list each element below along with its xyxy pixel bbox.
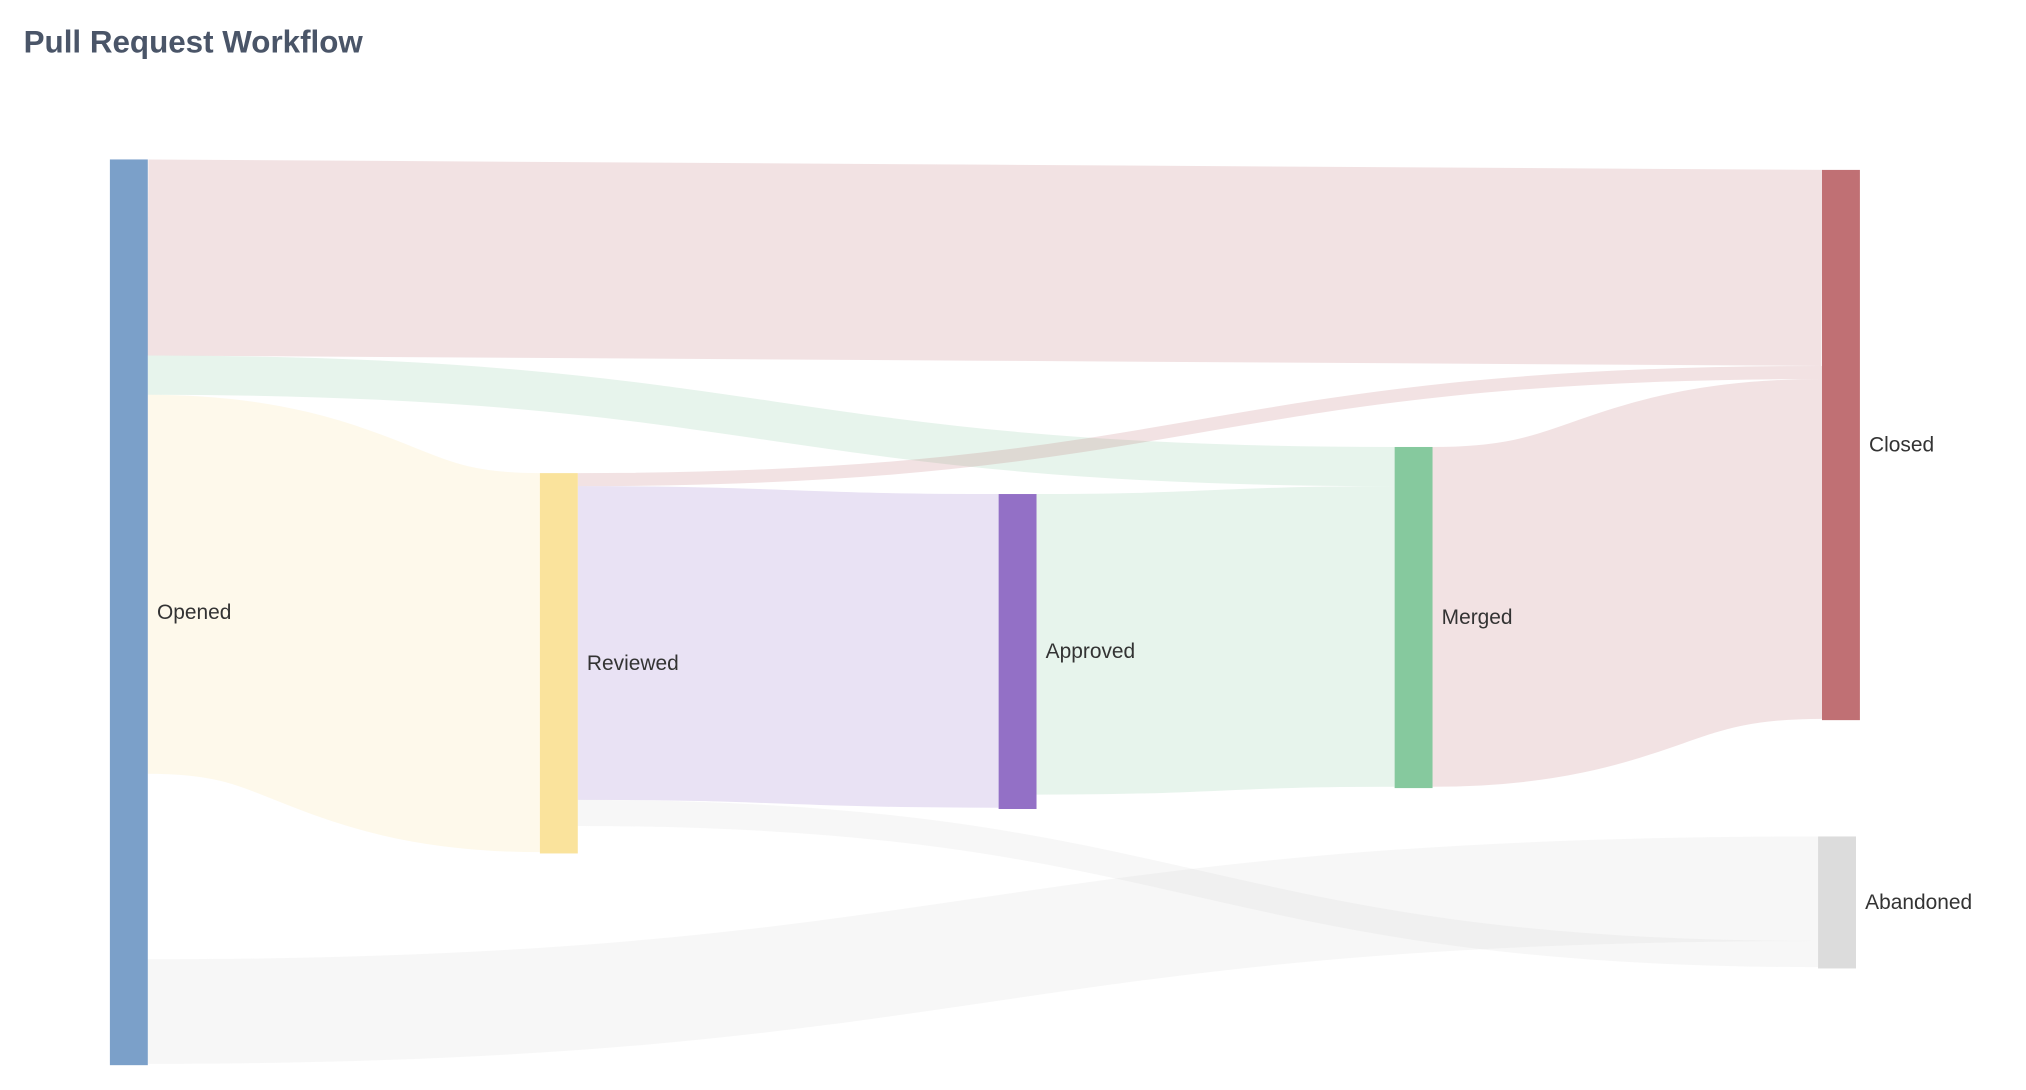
link-merged-to-closed[interactable] [1430,379,1825,787]
link-reviewed-to-abandoned[interactable] [577,799,1819,968]
node-merged[interactable] [1394,446,1433,789]
link-opened-to-merged[interactable] [147,355,1395,487]
link-reviewed-to-closed[interactable] [577,365,1823,487]
link-opened-to-closed[interactable] [147,159,1823,366]
node-approved[interactable] [998,494,1037,810]
node-closed[interactable] [1822,169,1860,721]
node-reviewed[interactable] [539,473,578,854]
node-label-closed: Closed [1869,434,1934,457]
link-opened-to-abandoned[interactable] [147,836,1819,1064]
link-approved-to-merged[interactable] [1036,486,1395,795]
node-label-merged: Merged [1442,606,1513,629]
node-label-opened: Opened [157,601,231,624]
nodes-layer: Opened Reviewed Approved Merged Closed Abando… [109,159,1972,1066]
node-label-reviewed: Reviewed [587,652,679,675]
link-reviewed-to-approved[interactable] [577,486,999,808]
links-layer [144,159,1825,1064]
chart-title: Pull Request Workflow [24,24,364,59]
node-label-approved: Approved [1046,640,1136,663]
node-opened[interactable] [109,159,148,1066]
node-abandoned[interactable] [1818,836,1856,969]
link-opened-to-reviewed[interactable] [144,394,543,853]
node-label-abandoned: Abandoned [1865,891,1972,914]
